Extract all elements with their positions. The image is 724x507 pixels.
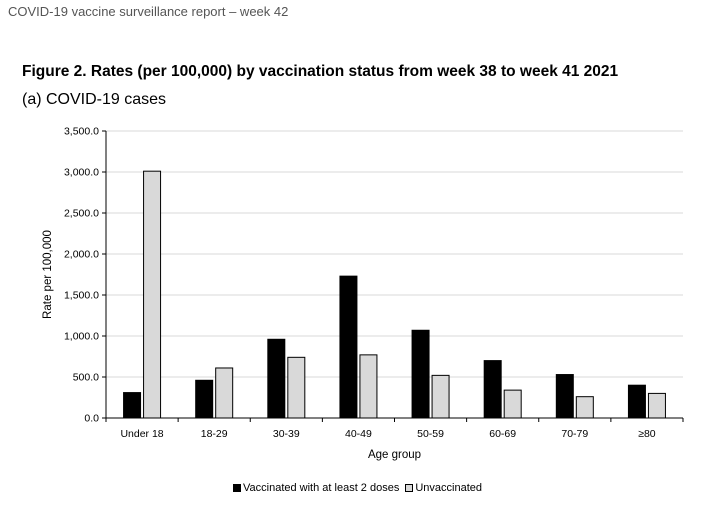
- y-tick-label: 1,000.0: [64, 331, 99, 343]
- y-tick-label: 3,500.0: [64, 126, 99, 138]
- y-tick-label: 1,500.0: [64, 290, 99, 302]
- y-tick-label: 500.0: [73, 372, 99, 384]
- bar-vaccinated: [411, 329, 430, 419]
- legend-swatch-vaccinated: [233, 484, 241, 492]
- x-tick-label: 50-59: [417, 428, 444, 440]
- bar-vaccinated: [627, 384, 646, 419]
- bar-vaccinated: [123, 392, 142, 419]
- x-axis-title: Age group: [368, 449, 421, 461]
- y-tick-label: 2,500.0: [64, 208, 99, 220]
- x-tick-label: 30-39: [273, 428, 300, 440]
- figure-subtitle: (a) COVID-19 cases: [22, 91, 167, 108]
- x-tick-label: 60-69: [489, 428, 516, 440]
- gridlines: [106, 130, 683, 378]
- y-axis-ticks: 0.0 500.0 1,000.0 1,500.0 2,000.0 2,500.0 3,00…: [64, 126, 106, 425]
- axes: [105, 131, 683, 419]
- x-axis-ticks: Under 18 18-29 30-39 40-49 50-59 60-69 70-79 ≥8…: [105, 418, 684, 440]
- x-tick-label: 18-29: [201, 428, 228, 440]
- bar-vaccinated: [195, 379, 214, 419]
- y-tick-label: 2,000.0: [64, 249, 99, 261]
- figure-title: Figure 2. Rates (per 100,000) by vaccina…: [22, 63, 619, 80]
- legend-item-unvaccinated: Unvaccinated: [405, 482, 482, 494]
- bar-unvaccinated: [647, 392, 666, 419]
- x-tick-label: 40-49: [345, 428, 372, 440]
- bar-unvaccinated: [503, 389, 522, 419]
- legend-item-vaccinated: Vaccinated with at least 2 doses: [233, 482, 399, 494]
- legend-swatch-unvaccinated: [405, 484, 414, 492]
- legend: Vaccinated with at least 2 doses Unvacci…: [233, 482, 488, 494]
- bar-vaccinated: [267, 338, 286, 419]
- bar-vaccinated: [555, 374, 574, 419]
- y-tick-label: 0.0: [84, 413, 99, 425]
- bar-vaccinated: [339, 275, 358, 419]
- y-axis-title: Rate per 100,000: [42, 230, 54, 319]
- report-header: COVID-19 vaccine surveillance report – w…: [8, 4, 289, 19]
- bar-unvaccinated: [431, 374, 450, 419]
- bar-unvaccinated: [143, 170, 162, 419]
- bar-unvaccinated: [575, 396, 594, 419]
- y-tick-label: 3,000.0: [64, 167, 99, 179]
- legend-label-vaccinated: Vaccinated with at least 2 doses: [243, 482, 400, 494]
- x-tick-label: ≥80: [638, 428, 656, 440]
- bar-vaccinated: [483, 360, 502, 419]
- bar-unvaccinated: [359, 354, 378, 419]
- x-tick-label: Under 18: [120, 428, 163, 440]
- bar-unvaccinated: [287, 356, 306, 419]
- bar-unvaccinated: [215, 367, 234, 419]
- legend-label-unvaccinated: Unvaccinated: [415, 482, 482, 494]
- x-tick-label: 70-79: [561, 428, 588, 440]
